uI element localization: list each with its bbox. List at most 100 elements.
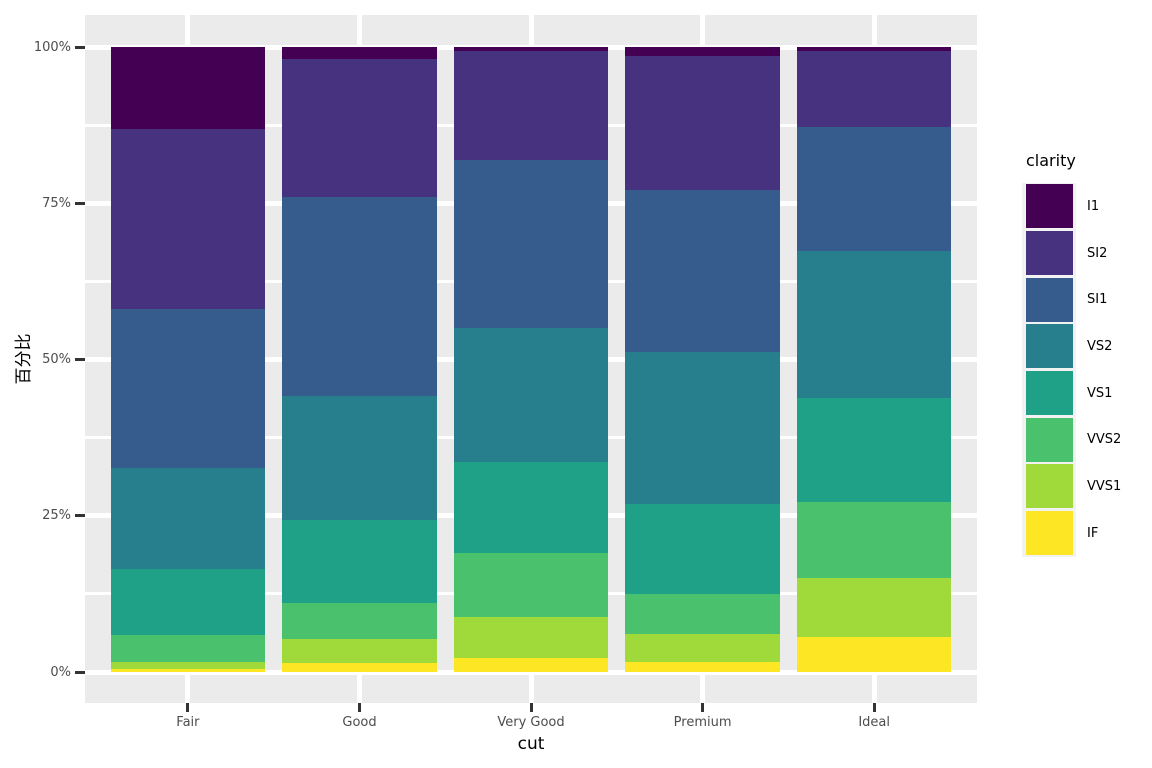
y-tick-label: 75% (42, 195, 71, 211)
legend-item-si1: SI1 (1022, 276, 1121, 324)
legend-key-swatch-si1 (1025, 277, 1073, 322)
bar-segment-good-vs1 (282, 520, 437, 603)
bar-segment-good-si2 (282, 59, 437, 197)
bar-segment-very-good-vvs1 (453, 617, 609, 659)
bar-segment-fair-if (110, 668, 266, 672)
legend-key-swatch-i1 (1025, 184, 1073, 229)
legend-item-vvs1: VVS1 (1022, 463, 1121, 510)
bar-fair (110, 47, 266, 672)
bar-segment-good-si1 (282, 196, 437, 396)
legend-key-vs2 (1022, 323, 1076, 370)
bar-segment-very-good-si2 (453, 51, 609, 160)
legend-item-if: IF (1022, 509, 1121, 557)
x-tick-mark (186, 703, 190, 712)
bar-segment-premium-vvs1 (625, 633, 780, 662)
legend-label-i1: I1 (1087, 198, 1100, 214)
bar-segment-fair-i1 (110, 47, 266, 129)
legend-key-swatch-vvs2 (1025, 417, 1073, 462)
bar-segment-premium-vvs2 (625, 594, 780, 634)
y-tick-mark (75, 45, 85, 49)
legend-key-vvs1 (1022, 463, 1076, 510)
legend-item-vs1: VS1 (1022, 369, 1121, 417)
legend-key-vs1 (1022, 369, 1076, 417)
x-axis-title: cut (517, 734, 545, 754)
legend-key-swatch-vvs1 (1025, 464, 1073, 509)
bar-segment-fair-vs2 (110, 467, 266, 570)
legend-label-si2: SI2 (1087, 245, 1108, 261)
bar-segment-very-good-si1 (453, 160, 609, 328)
legend-key-si2 (1022, 229, 1076, 277)
legend-item-i1: I1 (1022, 183, 1121, 230)
y-tick-mark (75, 201, 85, 205)
legend-label-vs2: VS2 (1087, 338, 1113, 354)
x-tick-label: Premium (673, 715, 732, 730)
bar-segment-ideal-i1 (797, 47, 952, 52)
bar-ideal (797, 47, 952, 672)
x-tick-mark (701, 703, 705, 712)
bar-segment-good-vvs1 (282, 639, 437, 663)
legend-key-swatch-vs1 (1025, 371, 1073, 416)
legend: clarity I1 SI2 SI1 VS2 VS1 VVS2 VVS1 IF (1022, 151, 1121, 557)
legend-item-vs2: VS2 (1022, 323, 1121, 370)
x-tick-label: Good (342, 715, 377, 730)
bar-segment-very-good-if (453, 658, 609, 672)
x-tick-label: Very Good (497, 715, 565, 730)
legend-key-si1 (1022, 276, 1076, 324)
legend-label-if: IF (1087, 525, 1099, 541)
x-tick-mark (872, 703, 876, 712)
legend-keys: I1 SI2 SI1 VS2 VS1 VVS2 VVS1 IF (1022, 183, 1121, 557)
legend-key-if (1022, 509, 1076, 557)
legend-key-i1 (1022, 183, 1076, 230)
bar-segment-very-good-vs2 (453, 327, 609, 462)
y-tick-label: 25% (42, 508, 71, 524)
bar-segment-ideal-si2 (797, 51, 952, 127)
legend-label-vvs2: VVS2 (1087, 432, 1122, 448)
bar-segment-premium-i1 (625, 47, 780, 57)
bar-segment-premium-vs1 (625, 504, 780, 595)
bar-segment-ideal-vs1 (797, 397, 952, 502)
x-tick-label: Ideal (858, 715, 891, 730)
bar-premium (625, 47, 780, 672)
legend-key-vvs2 (1022, 416, 1076, 464)
bar-segment-premium-si2 (625, 56, 780, 190)
bar-segment-ideal-vvs2 (797, 501, 952, 578)
y-tick-label: 0% (50, 664, 71, 680)
bar-segment-fair-vs1 (110, 569, 266, 636)
x-tick-mark (358, 703, 361, 712)
legend-label-vs1: VS1 (1087, 385, 1113, 401)
bar-segment-premium-si1 (625, 189, 780, 352)
legend-label-si1: SI1 (1087, 292, 1108, 308)
legend-item-si2: SI2 (1022, 229, 1121, 277)
y-tick-mark (75, 358, 85, 361)
bar-segment-premium-vs2 (625, 351, 780, 505)
bar-segment-very-good-vvs2 (453, 553, 609, 618)
bar-segment-good-if (282, 662, 437, 672)
y-tick-mark (75, 670, 85, 674)
legend-key-swatch-if (1025, 511, 1073, 556)
bar-segment-ideal-if (797, 636, 952, 672)
y-tick-mark (75, 514, 85, 518)
bar-segment-ideal-si1 (797, 126, 952, 251)
legend-label-vvs1: VVS1 (1087, 478, 1122, 494)
y-tick-label: 50% (42, 352, 71, 367)
bar-segment-premium-if (625, 661, 780, 672)
bar-segment-fair-vvs2 (110, 635, 266, 662)
bar-segment-good-vvs2 (282, 602, 437, 640)
bar-segment-ideal-vs2 (797, 250, 952, 398)
y-tick-label: 100% (33, 39, 71, 55)
legend-key-swatch-vs2 (1025, 324, 1073, 369)
bar-segment-very-good-i1 (453, 47, 609, 52)
bar-very-good (453, 47, 609, 672)
x-tick-label: Fair (176, 715, 200, 730)
bar-segment-fair-si2 (110, 128, 266, 310)
bar-segment-fair-vvs1 (110, 661, 266, 669)
legend-title: clarity (1026, 151, 1076, 170)
plot-panel (85, 15, 977, 703)
legend-item-vvs2: VVS2 (1022, 416, 1122, 464)
bar-segment-fair-si1 (110, 309, 266, 468)
bar-segment-very-good-vs1 (453, 461, 609, 554)
legend-key-swatch-si2 (1025, 231, 1073, 276)
bar-segment-good-i1 (282, 47, 437, 60)
bar-segment-ideal-vvs1 (797, 577, 952, 637)
